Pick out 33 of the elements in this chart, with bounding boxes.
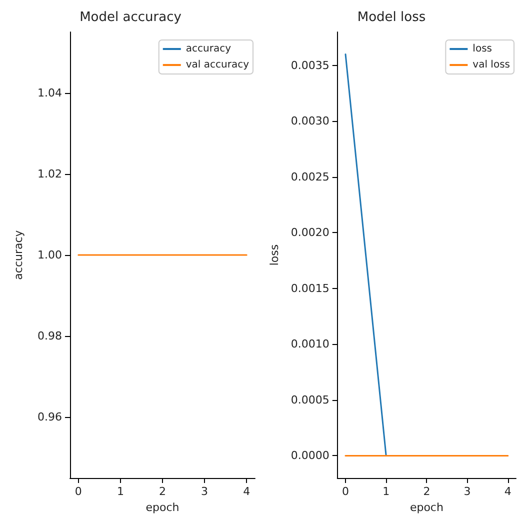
y-tick-label: 0.0030 bbox=[290, 114, 330, 128]
legend-label: loss bbox=[472, 44, 492, 54]
y-tick-label: 0.0025 bbox=[290, 170, 330, 184]
legend-label: val loss bbox=[472, 60, 510, 70]
y-tick-label: 0.0010 bbox=[290, 338, 330, 351]
y-tick-label: 0.0000 bbox=[290, 449, 330, 462]
legend-label: val accuracy bbox=[186, 60, 250, 70]
y-tick-label: 1.00 bbox=[38, 248, 62, 262]
y-tick-label: 0.0005 bbox=[290, 393, 330, 406]
y-tick-label: 0.98 bbox=[38, 330, 62, 343]
y-axis-title: loss bbox=[268, 244, 281, 266]
y-tick-label: 0.96 bbox=[38, 410, 62, 424]
x-tick-label: 4 bbox=[243, 485, 250, 498]
x-tick-label: 1 bbox=[382, 485, 390, 498]
x-tick-label: 4 bbox=[504, 485, 512, 498]
y-tick-label: 1.02 bbox=[38, 167, 62, 180]
legend-label: accuracy bbox=[186, 44, 232, 54]
x-tick-label: 3 bbox=[201, 485, 208, 498]
x-tick-label: 3 bbox=[464, 485, 471, 498]
chart-title: Model loss bbox=[357, 10, 426, 25]
x-tick-label: 2 bbox=[159, 485, 166, 498]
x-tick-label: 0 bbox=[74, 485, 82, 498]
y-tick-label: 0.0015 bbox=[290, 282, 330, 295]
y-axis-title: accuracy bbox=[12, 230, 25, 280]
x-axis-title: epoch bbox=[410, 501, 444, 514]
chart-title: Model accuracy bbox=[80, 10, 182, 25]
x-tick-label: 0 bbox=[342, 485, 350, 498]
y-tick-label: 1.04 bbox=[38, 86, 62, 100]
y-tick-label: 0.0035 bbox=[290, 58, 330, 72]
x-axis-title: epoch bbox=[146, 501, 180, 514]
y-tick-label: 0.0020 bbox=[290, 226, 330, 240]
x-tick-label: 1 bbox=[116, 485, 124, 498]
x-tick-label: 2 bbox=[423, 485, 430, 498]
